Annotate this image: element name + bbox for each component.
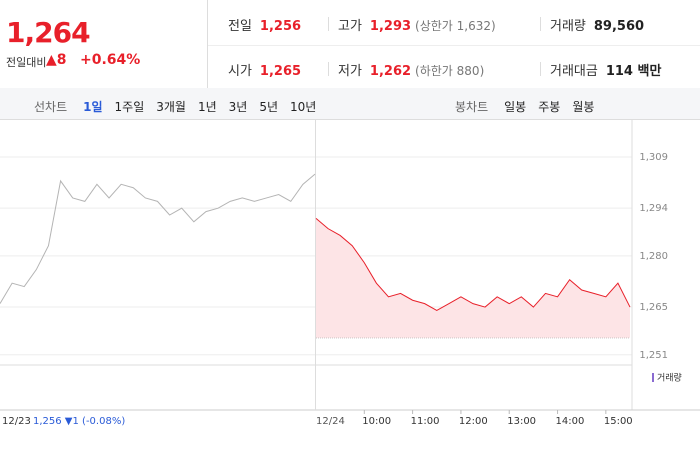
- price: 1,264: [6, 16, 91, 49]
- tab[interactable]: 1년: [197, 100, 217, 114]
- arrow: ▲: [46, 52, 57, 68]
- area: [316, 218, 630, 338]
- change-value: 8: [56, 52, 67, 68]
- tab[interactable]: 5년: [259, 100, 279, 114]
- tab[interactable]: 일봉: [504, 100, 527, 114]
- toolbar: [0, 88, 700, 120]
- summary-cell: 거래대금 114 백만: [550, 60, 665, 79]
- divider: [540, 17, 541, 31]
- x-tick-label: 15:00: [604, 416, 633, 427]
- tab[interactable]: 월봉: [572, 100, 595, 114]
- y-tick-label: 1,309: [639, 152, 668, 163]
- line: [0, 173, 316, 304]
- summary-value: 1,256: [259, 19, 302, 34]
- summary-value: 89,560: [593, 19, 645, 34]
- change-pct: +0.64%: [80, 52, 141, 68]
- x-tick-label: 14:00: [556, 416, 585, 427]
- tab[interactable]: 3년: [228, 100, 248, 114]
- tab[interactable]: 1주일: [114, 100, 145, 114]
- y-tick-label: 1,280: [639, 251, 668, 262]
- prev-day-note: 1,256 ▼1 (-0.08%): [33, 416, 125, 427]
- line-tabs: 선차트 1일 1주일 3개월 1년 3년 5년 10년: [34, 96, 328, 115]
- x-tick-label: 12:00: [459, 416, 488, 427]
- summary-label: 시가: [228, 64, 252, 79]
- tab-group-label: 봉차트: [455, 100, 489, 114]
- x-tick-label: 11:00: [411, 416, 440, 427]
- date-label: 12/24: [316, 416, 345, 427]
- candle-tabs: 봉차트 일봉 주봉 월봉: [455, 96, 606, 115]
- divider: [207, 0, 208, 88]
- legend-swatch: [652, 373, 654, 382]
- tab[interactable]: 3개월: [156, 100, 186, 114]
- summary-value: 114 백만: [605, 64, 662, 79]
- summary-value: 1,265: [259, 64, 302, 79]
- volume-legend: 거래량: [657, 372, 682, 384]
- change: ▲8: [46, 52, 67, 68]
- summary-label: 저가: [338, 64, 362, 79]
- divider: [208, 45, 700, 46]
- divider: [540, 62, 541, 76]
- x-tick-label: 13:00: [507, 416, 536, 427]
- divider: [328, 17, 329, 31]
- summary-cell: 저가 1,262 (하한가 880): [338, 60, 484, 79]
- date-label: 12/23: [2, 416, 31, 427]
- summary-label: 전일: [228, 19, 252, 34]
- summary-cell: 고가 1,293 (상한가 1,632): [338, 15, 496, 34]
- summary-note: (상한가 1,632): [415, 19, 496, 33]
- tab[interactable]: 10년: [290, 100, 317, 114]
- tab[interactable]: 1일: [83, 100, 103, 114]
- tab-group-label: 선차트: [34, 100, 68, 114]
- tab[interactable]: 주봉: [538, 100, 561, 114]
- summary-cell: 전일 1,256: [228, 15, 305, 34]
- summary-cell: 거래량 89,560: [550, 15, 648, 34]
- y-tick-label: 1,265: [639, 302, 668, 313]
- summary-note: (하한가 880): [415, 64, 485, 78]
- summary-cell: 시가 1,265: [228, 60, 305, 79]
- line: [315, 218, 631, 312]
- summary-label: 고가: [338, 19, 362, 34]
- y-tick-label: 1,251: [639, 350, 668, 361]
- y-tick-label: 1,294: [639, 203, 668, 214]
- chart: 1,309 1,294 1,280 1,265 1,251 10:00 11:00 12:00…: [0, 120, 700, 427]
- summary-value: 1,262: [369, 64, 412, 79]
- change-label: 전일대비: [6, 56, 47, 69]
- summary-label: 거래대금: [550, 64, 598, 79]
- summary-value: 1,293: [369, 19, 412, 34]
- divider: [328, 62, 329, 76]
- summary-label: 거래량: [550, 19, 586, 34]
- x-tick-label: 10:00: [362, 416, 391, 427]
